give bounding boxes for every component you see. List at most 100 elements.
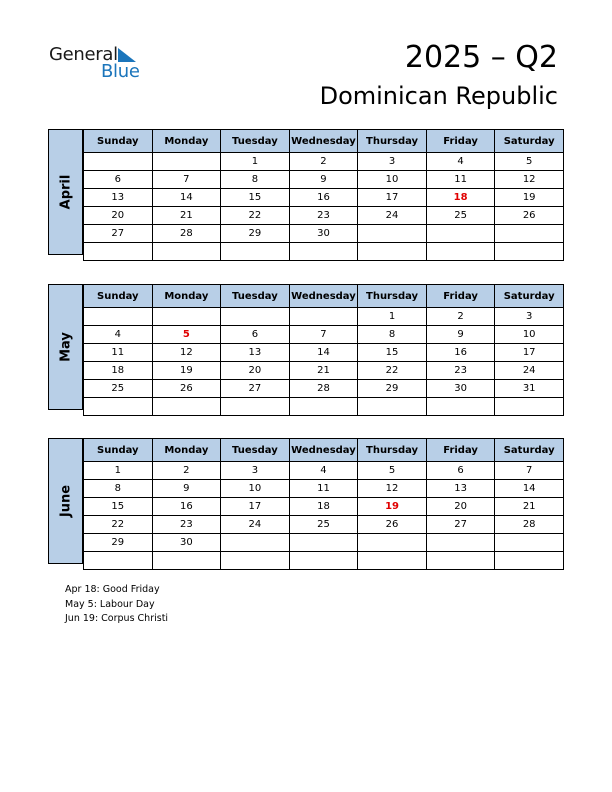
day-cell: 2 <box>288 152 359 171</box>
day-cell <box>151 397 222 416</box>
day-cell <box>220 551 290 570</box>
day-cell: 5 <box>151 325 222 344</box>
day-cell: 22 <box>83 515 153 534</box>
day-cell: 13 <box>83 188 153 207</box>
day-cell: 15 <box>220 188 290 207</box>
weekday-header: Friday <box>425 129 496 153</box>
day-cell <box>357 551 427 570</box>
calendar-table: Sunday Monday Tuesday Wednesday Thursday Frid… <box>83 284 564 416</box>
weekday-header: Sunday <box>83 438 153 462</box>
weekday-header: Saturday <box>494 438 564 462</box>
weekday-header: Tuesday <box>220 284 290 308</box>
weekday-header: Tuesday <box>220 438 290 462</box>
day-cell: 23 <box>425 361 496 380</box>
day-cell: 11 <box>425 170 496 189</box>
day-cell: 29 <box>357 379 427 398</box>
week-row <box>83 397 564 416</box>
day-cell <box>357 242 427 261</box>
day-cell: 20 <box>83 206 153 225</box>
day-cell <box>425 397 496 416</box>
day-cell: 9 <box>288 170 359 189</box>
calendar-table: Sunday Monday Tuesday Wednesday Thursday Frid… <box>83 129 564 261</box>
day-cell: 17 <box>494 343 564 362</box>
day-cell <box>494 551 564 570</box>
day-cell: 10 <box>494 325 564 344</box>
day-cell: 4 <box>83 325 153 344</box>
day-cell: 23 <box>288 206 359 225</box>
day-cell: 18 <box>288 497 359 516</box>
day-cell: 30 <box>151 533 222 552</box>
month-label: May <box>48 284 83 410</box>
week-row: 18 19 20 21 22 23 24 <box>83 361 564 380</box>
day-cell <box>288 307 359 326</box>
logo-word-blue: Blue <box>101 61 140 82</box>
day-cell <box>220 242 290 261</box>
day-cell: 12 <box>151 343 222 362</box>
day-cell <box>288 397 359 416</box>
weekday-header: Saturday <box>494 284 564 308</box>
weekday-header: Thursday <box>357 129 427 153</box>
weekday-header: Sunday <box>83 284 153 308</box>
day-cell <box>83 242 153 261</box>
day-cell <box>425 551 496 570</box>
day-cell: 7 <box>151 170 222 189</box>
day-cell: 6 <box>83 170 153 189</box>
day-cell: 12 <box>357 479 427 498</box>
day-cell: 27 <box>425 515 496 534</box>
day-cell <box>425 242 496 261</box>
day-cell: 19 <box>151 361 222 380</box>
day-cell <box>357 224 427 243</box>
day-cell: 27 <box>220 379 290 398</box>
day-cell: 8 <box>220 170 290 189</box>
week-row: 6 7 8 9 10 11 12 <box>83 170 564 189</box>
weekday-header: Thursday <box>357 438 427 462</box>
day-cell: 25 <box>425 206 496 225</box>
day-cell: 18 <box>425 188 496 207</box>
holiday-notes: Apr 18: Good Friday May 5: Labour Day Ju… <box>65 583 168 627</box>
day-cell: 9 <box>425 325 496 344</box>
day-cell: 10 <box>357 170 427 189</box>
day-cell: 29 <box>220 224 290 243</box>
holiday-note: Apr 18: Good Friday <box>65 584 160 595</box>
day-cell: 17 <box>357 188 427 207</box>
day-cell: 26 <box>151 379 222 398</box>
day-cell: 25 <box>83 379 153 398</box>
week-row: 15 16 17 18 19 20 21 <box>83 497 564 516</box>
day-cell: 13 <box>425 479 496 498</box>
week-row: 22 23 24 25 26 27 28 <box>83 515 564 534</box>
weekday-header: Friday <box>425 284 496 308</box>
day-cell: 29 <box>83 533 153 552</box>
day-cell <box>83 152 153 171</box>
day-cell: 1 <box>220 152 290 171</box>
day-cell: 21 <box>288 361 359 380</box>
day-cell: 5 <box>494 152 564 171</box>
day-cell <box>425 533 496 552</box>
day-cell <box>151 242 222 261</box>
month-block-june: June Sunday Monday Tuesday Wednesday Thursda… <box>48 438 564 570</box>
day-cell: 10 <box>220 479 290 498</box>
holiday-note: May 5: Labour Day <box>65 598 155 610</box>
day-cell: 1 <box>357 307 427 326</box>
weekday-header: Thursday <box>357 284 427 308</box>
day-cell <box>494 242 564 261</box>
day-cell: 28 <box>288 379 359 398</box>
day-cell: 9 <box>151 479 222 498</box>
day-cell: 24 <box>494 361 564 380</box>
day-cell: 8 <box>357 325 427 344</box>
day-cell: 28 <box>494 515 564 534</box>
day-cell: 20 <box>425 497 496 516</box>
day-cell: 4 <box>425 152 496 171</box>
day-cell <box>220 397 290 416</box>
day-cell <box>494 533 564 552</box>
weekday-header: Wednesday <box>288 129 359 153</box>
weekday-header: Monday <box>151 284 222 308</box>
day-cell: 2 <box>151 461 222 480</box>
day-cell <box>83 307 153 326</box>
logo-triangle-icon <box>118 48 136 62</box>
day-cell: 21 <box>151 206 222 225</box>
day-cell: 7 <box>288 325 359 344</box>
day-cell: 2 <box>425 307 496 326</box>
day-cell: 31 <box>494 379 564 398</box>
